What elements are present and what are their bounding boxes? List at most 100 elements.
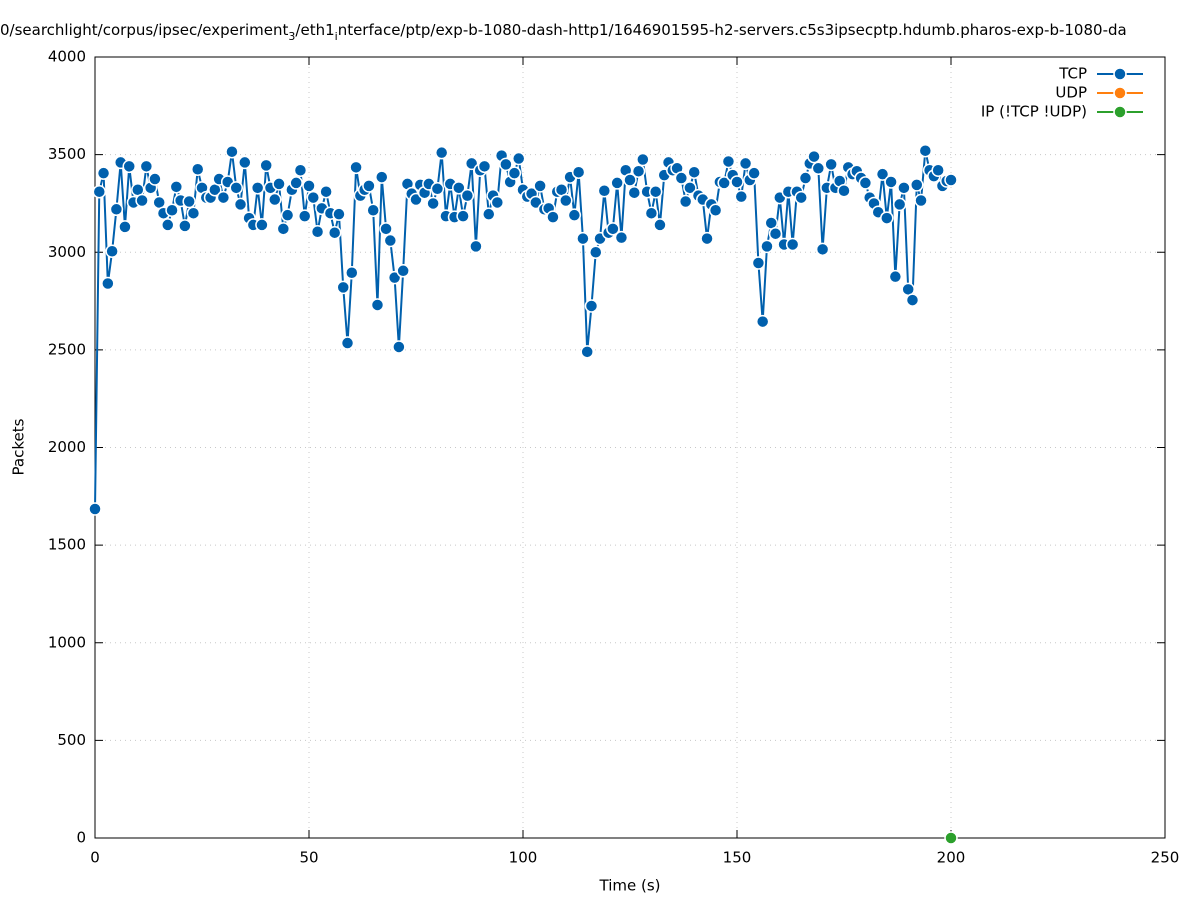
data-point [576,231,590,246]
data-point [88,502,102,516]
data-point [148,172,162,186]
data-point [567,208,582,222]
data-point [589,245,603,259]
data-point [336,280,350,295]
y-tick-label: 3500 [48,145,86,163]
data-point [460,188,475,203]
data-point [875,167,890,181]
data-point [225,144,239,159]
title-part: 0/searchlight/corpus/ipsec/experiment [0,21,289,39]
legend-marker [1113,105,1127,119]
data-point [627,185,642,200]
data-point [366,203,380,218]
y-tick-label: 2500 [48,340,86,358]
data-point [383,233,398,248]
data-point [434,145,449,160]
data-point [571,165,586,179]
data-point [379,222,393,236]
legend-label: TCP [1058,65,1087,83]
legend-label: IP (!TCP !UDP) [981,103,1087,121]
data-point [533,179,547,193]
data-point [216,190,231,205]
data-point [250,181,265,195]
data-point [362,179,376,193]
data-point [297,209,312,223]
data-point [392,340,406,354]
data-point [387,270,402,285]
data-point [268,192,282,207]
data-point [306,190,321,205]
data-point [118,220,132,234]
data-point [456,209,470,223]
data-point [507,166,522,180]
data-point [255,218,269,232]
data-point [700,231,714,246]
data-point [683,181,697,195]
x-tick-label: 150 [723,849,752,867]
data-point [631,164,646,178]
data-point [910,178,924,192]
data-point [319,184,333,199]
data-point [92,184,107,199]
x-tick-label: 50 [299,849,318,867]
data-point [349,160,363,175]
y-tick-label: 2000 [48,438,86,456]
data-point [101,276,115,291]
data-point [559,193,573,208]
y-tick-label: 1000 [48,633,86,651]
data-point [310,224,325,239]
data-point [815,242,830,257]
data-point [944,173,958,187]
data-point [755,314,770,329]
y-tick-label: 500 [57,731,86,749]
data-point [182,194,196,209]
data-point [430,182,445,196]
data-point [345,266,359,280]
data-point [747,166,761,180]
data-point [880,211,894,225]
data-point [858,176,873,190]
x-tick-label: 200 [937,849,966,867]
data-point [293,163,308,177]
data-point [499,157,513,172]
data-point [580,345,594,359]
data-point [139,159,154,174]
data-point [482,207,496,221]
data-point [302,179,316,193]
data-point [597,183,612,198]
data-point [888,269,903,284]
data-point [178,219,192,233]
data-point [897,181,911,195]
data-point [370,298,385,312]
data-point [464,156,479,171]
data-point [892,197,907,212]
data-point [648,184,663,199]
legend-marker [1113,67,1127,81]
data-point [233,197,248,212]
data-point [837,183,851,198]
data-point [340,336,355,350]
data-point [944,831,958,845]
data-point [768,226,783,241]
data-point [738,156,753,171]
data-point [610,176,624,190]
data-point [785,237,800,252]
x-tick-label: 250 [1151,849,1180,867]
data-point [824,157,838,172]
x-axis-label: Time (s) [599,877,661,895]
data-point [751,256,766,270]
data-point [529,195,543,210]
data-point [469,239,483,254]
data-point [135,193,149,208]
data-point [96,166,111,180]
data-point [794,190,808,205]
data-point [272,177,286,191]
data-point [327,225,342,240]
data-point [396,264,410,278]
data-point [161,218,175,232]
data-point [644,206,659,220]
data-point [614,230,629,245]
data-point [276,222,291,236]
data-point [811,161,826,176]
data-point [109,202,124,217]
